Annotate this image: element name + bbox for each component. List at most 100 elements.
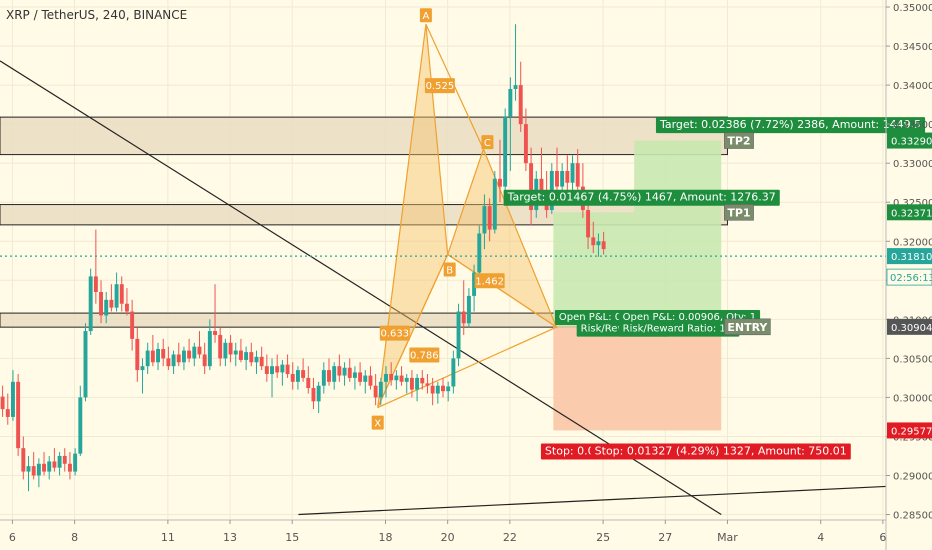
candle-body [26,466,31,472]
time-tick-label: Mar [717,531,738,544]
candle-body [21,448,26,472]
candle-body [352,372,357,378]
candle-body [441,385,445,392]
price-tick-label: 0.34500 [893,42,932,53]
pattern-point-c-box [481,135,494,150]
candle-body [321,370,326,386]
candle-body [492,178,497,230]
price-axis-tag: 0.30904 [891,323,932,334]
candle-body [270,366,274,374]
candle-body [259,356,264,367]
price-tick-label: 0.28500 [893,511,932,522]
candle-body [145,350,150,367]
price-tick-label: 0.35000 [893,3,932,14]
tp1-target-label-group: Target: 0.01467 (4.75%) 1467, Amount: 12… [503,189,780,206]
candle-body [523,124,528,164]
tp2-target-label-box [655,117,926,134]
candle-body [337,366,342,376]
pattern-point-b: B [446,266,453,277]
grid-layer [0,0,886,520]
candle-body [601,241,606,250]
candle-body [213,331,217,335]
order-tag-box [724,204,754,221]
candle-body [36,463,41,476]
candle-body [482,206,487,234]
candle-body [518,85,523,125]
candle-body [487,206,492,230]
candle-body [560,170,565,187]
candle-body [358,372,363,382]
candle-body [207,331,212,367]
candle-body [275,366,280,373]
candle-body [249,352,254,363]
time-tick-label: 6 [9,531,16,544]
price-axis-tag: 0.31810 [891,252,932,263]
candle-body [83,331,88,398]
candle-body [254,356,259,363]
profit-zone-tp1 [553,212,722,327]
candle-body [119,284,124,304]
pattern-line-xd [377,326,557,409]
order-tag-tp1: TP1 [727,206,750,219]
time-tick-label: 15 [285,531,299,544]
time-tick-label: 6 [879,531,886,544]
candle-body [332,366,337,382]
candle-body [311,388,316,402]
candle-body [42,463,47,472]
tp2-target-label: Target: 0.02386 (7.72%) 2386, Amount: 14… [659,118,921,131]
candle-body [409,377,414,390]
candle-body [435,385,440,394]
candle-body [368,375,373,386]
candle-body [425,383,430,386]
pattern-point-c: C [484,138,491,149]
candle-body [135,338,140,371]
candle-body [156,349,160,363]
time-tick-label: 27 [658,531,672,544]
candle-body [31,466,36,476]
order-tag-box [724,318,771,336]
candle-body [197,346,202,355]
time-tick-label: 4 [817,531,824,544]
candle-body [264,366,269,374]
pattern-line-bd [447,254,557,328]
order-tag-group: TP1 [724,204,754,221]
ratio-badge: 0.786 [410,350,439,361]
candle-body [555,170,559,187]
chart-symbol-title: XRP / TetherUS, 240, BINANCE [6,8,187,22]
candle-body [114,284,119,308]
candle-body [342,367,347,376]
tp1-target-label-box [503,189,780,206]
order-tag-group: TP2 [724,132,754,149]
upper-zone [0,116,728,156]
price-axis-tag-box [887,132,932,149]
price-tick-label: 0.33000 [893,159,932,170]
price-tick-label: 0.34000 [893,81,932,92]
candle-body [446,386,451,392]
candle-body [466,295,471,324]
candle-body [477,233,482,273]
pattern-point-b-box [443,262,456,277]
price-tick-label: 0.30000 [893,393,932,404]
tp2-target-label-group: Target: 0.02386 (7.72%) 2386, Amount: 14… [655,117,926,134]
stop-label-b: Stop: 0.01327 (4.29%) 1327, Amount: 750.… [595,444,847,457]
open-pnl-label-a: Open P&L: 0.00906 [559,312,656,323]
loss-zone [553,326,722,431]
price-tick-label: 0.32000 [893,237,932,248]
ratio-badge: 0.633 [380,329,409,340]
candle-body [0,396,5,410]
candle-body [57,455,62,468]
candle-body [161,349,166,359]
candle-body [228,342,233,355]
candle-body [503,116,508,187]
position-layer [553,140,722,431]
candle-body [233,350,238,355]
candle-body [586,210,591,238]
candle-body [218,334,223,359]
tp1-target-label: Target: 0.01467 (4.75%) 1467, Amount: 12… [507,191,776,204]
harmonic-pattern[interactable] [377,23,558,409]
candle-body [16,381,21,449]
price-axis-tag-box [887,422,932,439]
risk-reward-label-b: Risk/Reward Ratio: 1.8 [623,324,736,335]
